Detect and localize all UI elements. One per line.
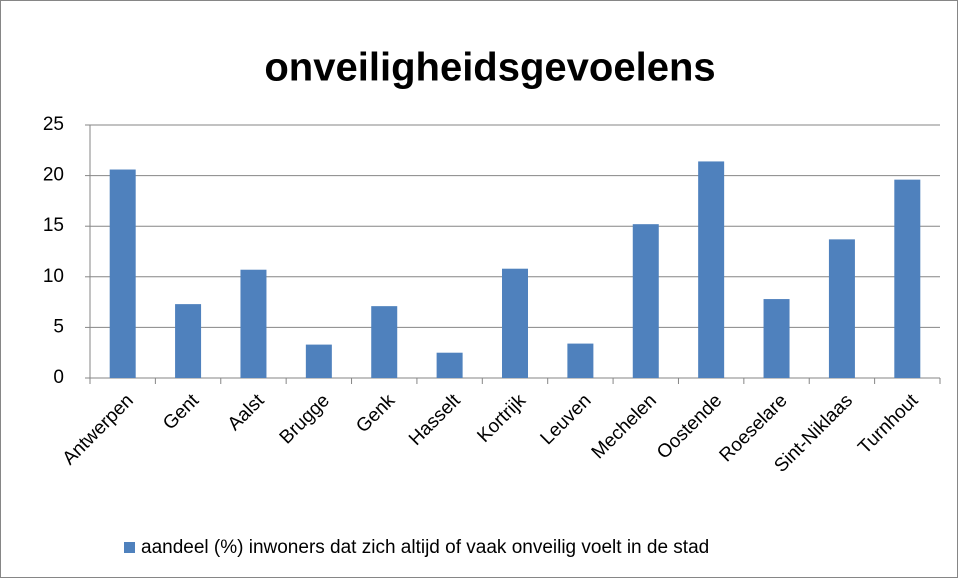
bar bbox=[109, 169, 136, 378]
y-tick-label: 20 bbox=[43, 165, 64, 186]
y-tick-label: 10 bbox=[43, 266, 64, 287]
y-tick-label: 15 bbox=[43, 215, 64, 236]
y-tick-label: 5 bbox=[53, 316, 64, 337]
bar bbox=[371, 306, 398, 378]
chart-title: onveiligheidsgevoelens bbox=[264, 46, 715, 90]
bar bbox=[894, 179, 921, 378]
bar bbox=[502, 268, 528, 378]
bar bbox=[305, 344, 332, 378]
y-tick-label: 25 bbox=[43, 114, 64, 135]
bar bbox=[763, 299, 790, 378]
bar bbox=[698, 161, 725, 378]
bar bbox=[436, 352, 463, 378]
bar bbox=[240, 269, 267, 378]
legend-swatch bbox=[124, 542, 135, 553]
legend-label: aandeel (%) inwoners dat zich altijd of … bbox=[141, 537, 709, 558]
bar bbox=[175, 304, 202, 378]
bar bbox=[828, 239, 855, 378]
bar bbox=[567, 343, 594, 378]
bar bbox=[632, 224, 659, 378]
y-tick-label: 0 bbox=[53, 367, 64, 388]
